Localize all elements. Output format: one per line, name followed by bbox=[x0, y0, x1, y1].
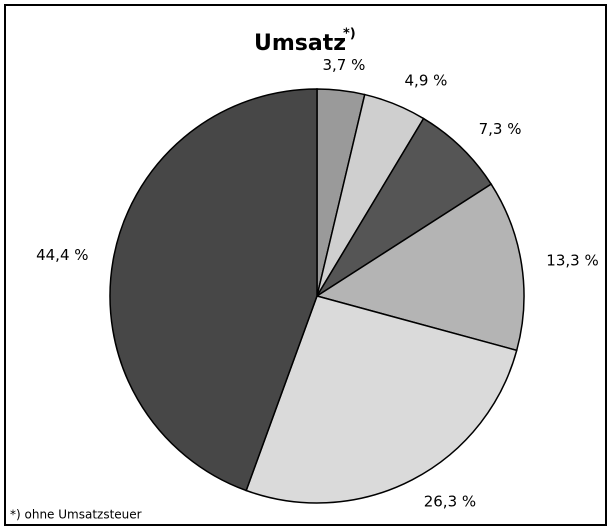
value-label: 13,3 % bbox=[546, 251, 598, 269]
value-label: 26,3 % bbox=[424, 492, 476, 510]
title-superscript: *) bbox=[343, 27, 356, 42]
pie-slice bbox=[109, 88, 318, 492]
pie-slice bbox=[315, 183, 525, 352]
value-label: 44,4 % bbox=[36, 246, 88, 264]
value-label: 4,9 % bbox=[405, 72, 448, 90]
value-label: 7,3 % bbox=[479, 120, 522, 138]
value-label: 3,7 % bbox=[322, 56, 365, 74]
chart-title: Umsatz bbox=[254, 31, 346, 56]
footnote: *) ohne Umsatzsteuer bbox=[10, 508, 142, 522]
pie-slice bbox=[245, 295, 518, 504]
